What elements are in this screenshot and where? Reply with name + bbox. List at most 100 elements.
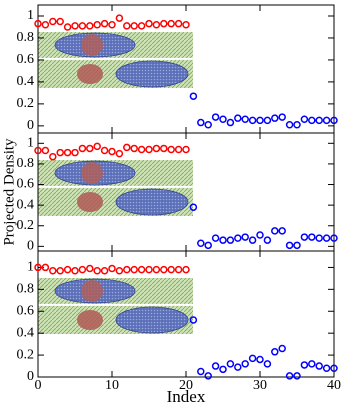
y-tick-label: 0.6	[17, 303, 35, 318]
marker	[34, 263, 42, 272]
marker	[315, 116, 323, 125]
y-tick-label: 0.6	[17, 52, 35, 67]
marker	[145, 145, 153, 154]
marker	[256, 231, 264, 239]
marker	[308, 360, 316, 368]
marker	[56, 148, 64, 157]
marker	[41, 146, 50, 155]
inset-core	[77, 310, 103, 330]
marker	[108, 21, 116, 29]
marker	[152, 265, 161, 274]
marker	[300, 361, 309, 369]
marker	[285, 121, 294, 129]
marker	[226, 118, 235, 127]
inset-blob	[115, 188, 189, 216]
marker	[182, 145, 190, 154]
y-tick-label: 1	[27, 260, 34, 275]
marker	[256, 355, 264, 364]
y-tick-label: 0.4	[17, 197, 35, 212]
marker	[41, 21, 50, 29]
marker	[315, 234, 323, 242]
marker	[115, 266, 124, 275]
y-axis-label: Projected Density	[1, 138, 17, 246]
marker	[137, 145, 146, 154]
marker	[130, 22, 138, 30]
marker	[49, 152, 57, 161]
y-tick-label: 0.6	[17, 177, 35, 192]
inset-core	[81, 280, 103, 302]
marker	[241, 115, 249, 124]
marker	[271, 348, 279, 356]
marker	[56, 266, 64, 275]
inset-core	[81, 162, 103, 184]
marker	[49, 17, 57, 26]
marker	[86, 144, 94, 153]
y-tick-label: 0.2	[17, 96, 35, 111]
inset-core	[77, 64, 103, 84]
marker	[189, 316, 198, 324]
marker	[263, 360, 272, 368]
marker	[123, 265, 131, 274]
marker	[167, 19, 175, 28]
marker	[182, 21, 190, 29]
marker	[123, 22, 131, 30]
marker	[293, 121, 301, 129]
x-axis-label: Index	[167, 387, 206, 406]
marker	[78, 22, 87, 30]
y-tick-label: 0	[27, 118, 34, 133]
marker	[219, 236, 227, 244]
marker	[271, 227, 279, 235]
marker	[322, 364, 331, 372]
y-tick-label: 0	[27, 369, 34, 384]
marker	[160, 19, 168, 28]
marker	[308, 116, 316, 125]
inset-core	[77, 192, 103, 212]
inset-core	[81, 34, 103, 56]
marker	[137, 265, 146, 274]
x-tick-label: 0	[35, 378, 42, 393]
marker	[93, 266, 101, 275]
marker	[49, 266, 57, 275]
y-tick-label: 0.8	[17, 282, 35, 297]
marker	[204, 241, 212, 250]
marker	[248, 354, 257, 363]
marker	[160, 144, 168, 153]
marker	[278, 227, 286, 235]
marker	[86, 264, 94, 273]
marker	[241, 360, 249, 368]
marker	[263, 236, 272, 244]
marker	[189, 92, 198, 100]
y-tick-label: 0.4	[17, 325, 35, 340]
marker	[285, 241, 294, 250]
marker	[108, 264, 116, 273]
marker	[152, 21, 161, 29]
marker	[100, 19, 109, 28]
marker	[226, 236, 235, 244]
y-tick-label: 0.2	[17, 218, 35, 233]
x-tick-label: 40	[327, 378, 341, 393]
y-tick-label: 0	[27, 239, 34, 254]
marker	[241, 233, 249, 241]
x-tick-label: 20	[179, 378, 193, 393]
marker	[167, 145, 175, 154]
marker	[174, 19, 183, 28]
marker	[204, 372, 212, 380]
marker	[256, 116, 264, 125]
marker	[71, 266, 79, 275]
marker	[182, 265, 190, 274]
marker	[93, 21, 101, 29]
marker	[308, 233, 316, 241]
y-tick-label: 0.8	[17, 156, 35, 171]
marker	[219, 365, 227, 374]
marker	[100, 146, 109, 155]
marker	[93, 142, 101, 151]
marker	[211, 234, 220, 242]
y-tick-label: 1	[27, 136, 34, 151]
marker	[197, 118, 205, 127]
marker	[300, 233, 309, 241]
x-tick-label: 30	[253, 378, 267, 393]
marker	[63, 265, 72, 274]
marker	[322, 116, 331, 125]
marker	[130, 144, 138, 153]
marker	[145, 19, 153, 28]
